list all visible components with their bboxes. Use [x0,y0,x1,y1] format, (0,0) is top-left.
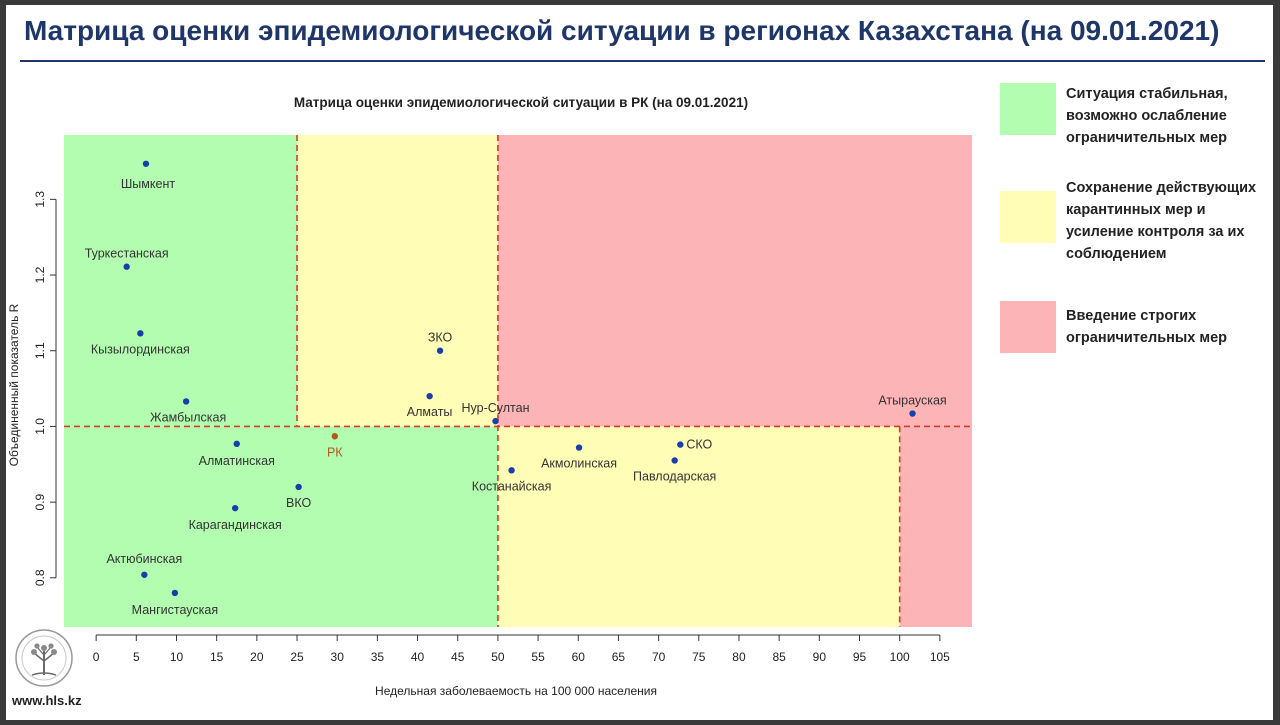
zone-green-upper [64,135,298,427]
page-title: Матрица оценки эпидемиологической ситуац… [24,15,1220,46]
legend-swatch-yellow [1000,191,1056,243]
point-label: Туркестанская [85,247,169,261]
point-label: Кызылординская [91,342,190,356]
zone-rects [64,135,972,627]
y-tick-label: 1.0 [33,418,47,435]
data-point [141,571,148,578]
point-label: Павлодарская [633,469,716,483]
title-divider [20,60,1265,62]
x-tick-label: 25 [290,650,304,664]
data-point [231,504,239,512]
axes: 0 5 10 15 20 25 30 35 40 45 50 55 60 65 70 75 80 85 90 95 10… [33,191,950,664]
x-tick-label: 100 [890,650,910,664]
data-point [295,483,302,491]
x-tick-label: 40 [411,650,425,664]
point-label: РК [327,445,343,459]
x-tick-label: 70 [652,650,666,664]
x-tick-label: 105 [930,650,950,664]
threshold-lines [64,135,972,627]
data-point [137,330,144,337]
y-tick-label: 1.2 [33,266,47,283]
y-axis-label: Объединенный показатель R [7,303,21,466]
y-tick-label: 0.8 [33,569,47,586]
point-label: Карагандинская [189,518,282,532]
point-label: Нур-Султан [462,401,530,415]
x-tick-label: 20 [250,650,264,664]
zone-red-lower [899,426,972,627]
point-label: Мангистауская [132,603,218,617]
x-tick-label: 35 [371,650,385,664]
data-point [171,589,179,597]
website-link[interactable]: www.hls.kz [12,693,82,708]
legend-swatch-green [1000,83,1056,135]
data-point [233,440,240,448]
data-point [575,444,583,451]
x-tick-label: 95 [853,650,867,664]
point-label: Алматинская [199,454,275,468]
legend-label-maintain: Сохранение действующих карантинных мер и… [1066,180,1257,262]
point-label: СКО [686,438,712,452]
zone-yellow-upper [297,135,498,427]
data-point [671,457,678,464]
data-point [492,417,499,425]
data-point [142,160,150,167]
data-point [508,467,515,474]
point-label: ЗКО [428,331,453,345]
point-label: Атырауская [878,394,946,408]
y-tick-label: 1.1 [33,342,47,359]
point-label: Костанайская [472,479,552,493]
x-tick-label: 75 [692,650,706,664]
data-point [123,263,130,270]
x-tick-label: 90 [813,650,827,664]
y-tick-label: 1.3 [33,191,47,208]
x-tick-label: 0 [93,650,100,664]
point-label: Алматы [407,405,453,419]
data-points: Шымкент Туркестанская Кызылординская Жамбыл… [85,160,947,617]
point-label: Жамбылская [150,410,226,424]
legend-label-strict: Введение строгих ограничительных мер [1066,308,1227,346]
legend-label-stable: Ситуация стабильная, возможно ослабление… [1066,86,1228,146]
data-point [426,392,433,400]
zone-red-upper [497,135,972,427]
data-point [182,398,190,405]
point-label: Шымкент [121,177,175,191]
y-tick-label: 0.9 [33,493,47,510]
legend-swatch-red [1000,301,1056,353]
point-label: ВКО [286,496,311,510]
x-tick-label: 15 [210,650,224,664]
x-tick-label: 30 [331,650,345,664]
x-tick-label: 60 [572,650,586,664]
chart-title: Матрица оценки эпидемиологической ситуац… [294,95,748,110]
x-axis-label: Недельная заболеваемость на 100 000 насе… [375,684,657,698]
x-tick-label: 55 [531,650,545,664]
scatter-chart: 0 5 10 15 20 25 30 35 40 45 50 55 60 65 70 75 80 85 90 95 10… [7,95,972,698]
x-tick-label: 5 [133,650,140,664]
x-tick-label: 10 [170,650,184,664]
zone-yellow-lower [497,426,900,627]
slide: Матрица оценки эпидемиологической ситуац… [6,5,1273,720]
x-tick-label: 45 [451,650,465,664]
x-tick-label: 50 [491,650,505,664]
x-tick-label: 85 [772,650,786,664]
data-point [331,433,338,440]
data-point [436,347,444,354]
hls-logo-icon [15,629,73,687]
x-tick-label: 65 [612,650,626,664]
point-label: Акмолинская [541,457,617,471]
point-label: Актюбинская [106,552,182,566]
data-point [677,441,684,448]
zone-green-lower [64,426,498,627]
data-point [909,410,916,417]
x-tick-label: 80 [732,650,746,664]
